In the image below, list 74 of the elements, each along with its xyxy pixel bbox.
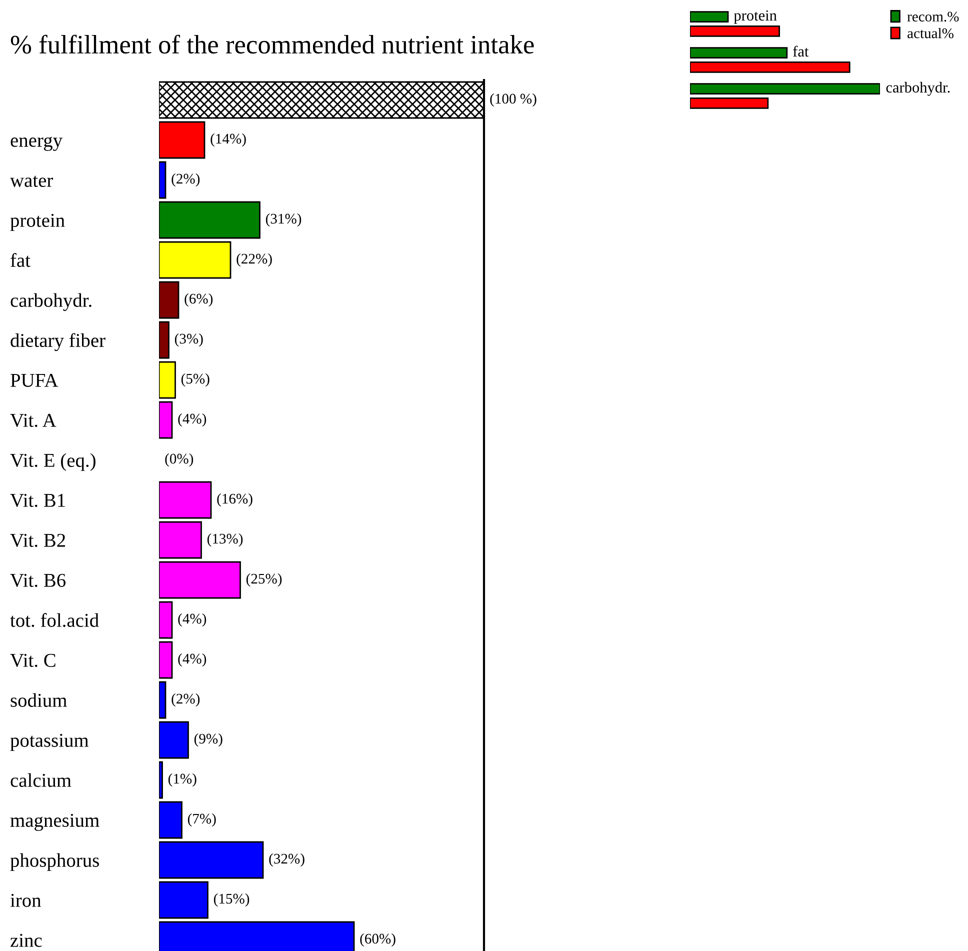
y-tick-label: phosphorus [10, 853, 99, 871]
bar [159, 481, 212, 519]
data-label: (31%) [266, 213, 302, 227]
data-label: (14%) [210, 133, 246, 147]
bar [159, 561, 241, 599]
data-label: (100 %) [490, 93, 536, 107]
data-label: (60%) [360, 933, 396, 947]
y-tick-label: Vit. B2 [10, 534, 66, 548]
y-tick-label: Vit. A [10, 414, 56, 428]
data-label: (22%) [236, 253, 272, 267]
data-label: (4%) [178, 413, 206, 427]
data-label: (5%) [181, 373, 210, 387]
bar [690, 83, 880, 95]
data-label: (1%) [168, 773, 196, 787]
bar [159, 601, 173, 639]
y-tick-label: magnesium [10, 814, 100, 831]
y-tick-label: tot. fol.acid [10, 613, 99, 628]
data-label: (25%) [246, 573, 282, 587]
annotation: protein [734, 10, 777, 24]
y-tick-label: iron [10, 894, 42, 907]
bar [159, 401, 173, 439]
y-tick-label: calcium [10, 773, 72, 787]
y-tick-label: Vit. B1 [10, 494, 65, 508]
y-tick-label: sodium [10, 693, 67, 707]
bar [690, 61, 850, 73]
y-tick-label: Vit. C [10, 654, 56, 668]
bar [159, 681, 166, 719]
bar [159, 241, 232, 279]
y-tick-label: carbohydr. [10, 293, 92, 311]
bar [159, 281, 180, 319]
data-label: (6%) [184, 293, 213, 307]
bar [690, 11, 729, 23]
y-tick-label: Vit. E (eq.) [10, 453, 96, 471]
bar [159, 201, 260, 239]
y-tick-label: PUFA [10, 374, 58, 387]
data-label: (2%) [172, 693, 200, 707]
data-label: (16%) [217, 493, 252, 507]
y-tick-label: protein [10, 214, 65, 231]
y-tick-label: Vit. B6 [10, 574, 66, 588]
data-label: (15%) [214, 893, 250, 907]
bar [690, 47, 788, 59]
bar [159, 161, 166, 199]
data-label: (32%) [269, 853, 304, 867]
data-label: (2%) [172, 173, 200, 187]
bar [159, 721, 189, 759]
chart-title: % fulfillment of the recommended nutrient intake [10, 34, 534, 54]
y-tick-label: fat [10, 253, 30, 267]
y-tick-label: energy [10, 136, 62, 151]
data-label: (4%) [178, 613, 206, 627]
bar [159, 841, 264, 879]
bar [159, 321, 170, 359]
bar [690, 97, 769, 109]
text: carbohydr. [886, 82, 950, 96]
data-label: (0%) [165, 453, 194, 467]
y-tick-label: water [10, 176, 54, 187]
bar [159, 761, 163, 799]
bar [159, 641, 173, 679]
legend-label: recom.% [907, 12, 959, 22]
data-label: (13%) [207, 533, 243, 547]
bar [159, 881, 208, 919]
y-tick-label: zinc [10, 934, 42, 947]
bar [159, 521, 202, 559]
annotation: fat [793, 46, 809, 57]
bar [159, 801, 182, 839]
legend-label: actual% [908, 28, 954, 38]
data-label: (4%) [178, 653, 206, 667]
y-tick-label: potassium [10, 734, 89, 751]
data-label: (7%) [188, 813, 216, 827]
bar [159, 121, 206, 159]
bar [159, 361, 176, 399]
y-tick-label: dietary fiber [10, 333, 106, 352]
data-label: (9%) [194, 733, 222, 747]
data-label: (3%) [174, 333, 203, 347]
bar [690, 25, 780, 37]
